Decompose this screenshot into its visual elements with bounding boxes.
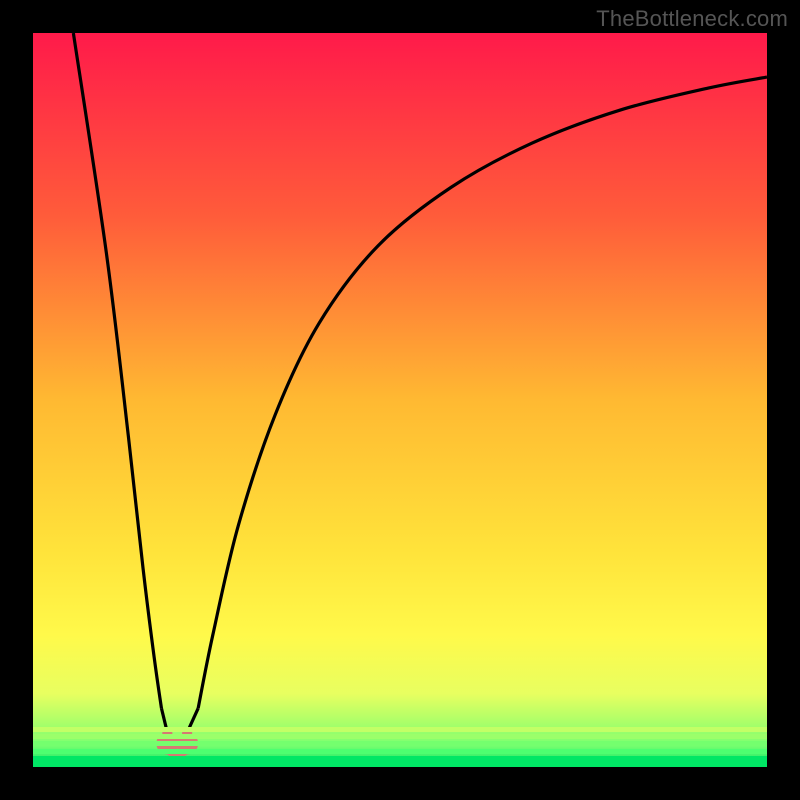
heel-band [33,741,767,746]
watermark-text: TheBottleneck.com [596,6,788,32]
heel-band [33,756,767,767]
heel-band [33,727,767,732]
heel-band [33,734,767,739]
plot-area [33,33,767,767]
chart-container: TheBottleneck.com [0,0,800,800]
curve-right [198,77,767,708]
curve-left [73,33,161,708]
heel-band [33,749,767,754]
curve-layer [33,33,767,767]
